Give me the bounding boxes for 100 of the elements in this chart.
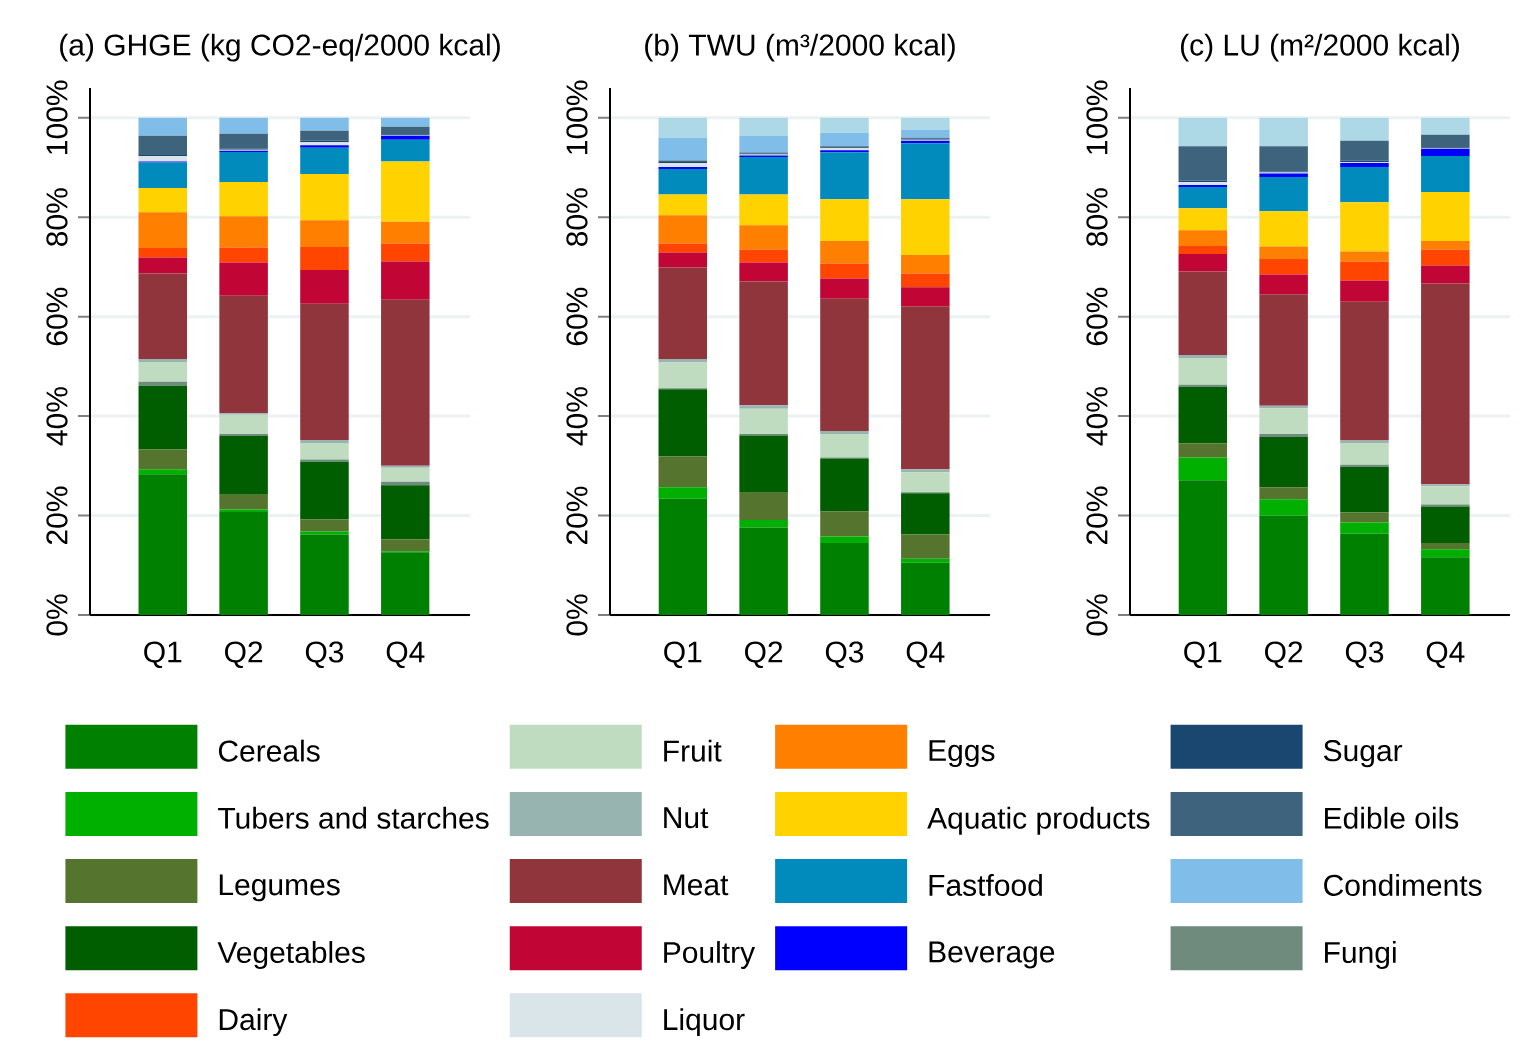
bar <box>300 130 349 141</box>
bar <box>219 117 268 134</box>
bar <box>739 492 788 520</box>
bar <box>658 137 708 161</box>
x-tick-label: Q4 <box>1426 641 1465 668</box>
bar <box>1421 134 1470 147</box>
bar <box>300 246 349 270</box>
bar <box>658 117 708 138</box>
x-tick-label: Q3 <box>825 641 864 668</box>
bar <box>658 487 708 499</box>
legend-label: Cereals <box>218 739 320 762</box>
bar <box>658 194 708 216</box>
legend-label: Aquatic products <box>927 806 1150 835</box>
bar <box>1259 211 1308 247</box>
bar <box>1340 166 1389 203</box>
bar <box>300 461 349 520</box>
bar <box>739 249 788 263</box>
bar <box>138 273 188 359</box>
bar <box>1259 515 1308 615</box>
y-tick-label: 0% <box>46 594 68 636</box>
bar <box>1178 357 1228 385</box>
bar <box>820 132 869 146</box>
bar <box>1178 354 1228 358</box>
legend-label: Beverage <box>929 941 1055 969</box>
bar <box>138 117 188 136</box>
bar <box>1421 549 1470 558</box>
bar <box>739 194 788 226</box>
bar <box>739 135 788 153</box>
bar <box>901 472 950 493</box>
bar <box>300 117 349 131</box>
bar <box>1178 480 1228 615</box>
bar <box>1340 162 1389 167</box>
bar <box>1259 487 1308 499</box>
legend-label: Vegetables <box>217 940 365 969</box>
bar <box>219 511 268 615</box>
bar <box>901 534 950 559</box>
bar <box>658 267 708 359</box>
y-tick-label: 0% <box>1086 594 1108 636</box>
y-tick-label: 100% <box>1086 80 1108 154</box>
bar <box>381 467 430 482</box>
bar <box>1178 245 1228 254</box>
bar <box>381 135 430 140</box>
bar <box>138 212 188 248</box>
bar <box>1178 145 1228 181</box>
bar <box>1421 557 1470 615</box>
bar <box>1259 176 1308 212</box>
bar <box>219 151 268 182</box>
bar <box>739 408 788 434</box>
bar <box>1340 533 1389 615</box>
x-tick-label: Q3 <box>1345 641 1384 668</box>
bar <box>901 199 950 255</box>
bar <box>300 147 349 174</box>
bar <box>300 303 349 440</box>
y-tick-label: 80% <box>1086 188 1108 246</box>
bar <box>1340 522 1389 534</box>
bar <box>1421 542 1470 550</box>
x-tick-label: Q2 <box>745 641 783 668</box>
bar <box>820 263 869 279</box>
bar <box>1421 506 1470 543</box>
bar <box>901 142 950 200</box>
legend-label: Sugar <box>1323 739 1403 768</box>
bar <box>1259 258 1308 275</box>
bar <box>1340 301 1389 441</box>
bar <box>739 527 788 615</box>
y-tick-label: 20% <box>1086 486 1108 544</box>
bar <box>1340 261 1389 281</box>
legend-label: Fungi <box>1325 940 1396 969</box>
bar <box>381 139 430 162</box>
bar <box>138 247 188 258</box>
bar <box>1259 436 1308 488</box>
legend-label: Legumes <box>219 874 340 902</box>
bar <box>739 225 788 250</box>
bar <box>219 262 268 296</box>
bar <box>1340 140 1389 161</box>
bar <box>820 430 869 434</box>
y-tick-label: 40% <box>1086 387 1108 446</box>
bar <box>219 181 268 217</box>
bar <box>1421 486 1470 505</box>
bar <box>1340 202 1389 252</box>
x-tick-label: Q2 <box>225 641 263 668</box>
x-tick-label: Q1 <box>144 641 182 668</box>
y-tick-label: 20% <box>46 486 68 544</box>
bar <box>1259 498 1308 516</box>
bar <box>219 216 268 248</box>
bar <box>138 155 188 162</box>
bar <box>901 469 950 473</box>
y-tick-label: 60% <box>1086 287 1108 345</box>
bar <box>658 389 708 457</box>
bar <box>381 117 430 127</box>
bar <box>820 542 869 615</box>
bar <box>658 243 708 253</box>
bar <box>658 162 708 167</box>
bar <box>381 299 430 466</box>
bar <box>901 287 950 307</box>
bar <box>1421 117 1470 135</box>
y-tick-label: 60% <box>566 287 588 345</box>
bar <box>820 433 869 458</box>
bar <box>1421 191 1470 241</box>
bar <box>1259 145 1308 172</box>
bar <box>381 539 430 552</box>
